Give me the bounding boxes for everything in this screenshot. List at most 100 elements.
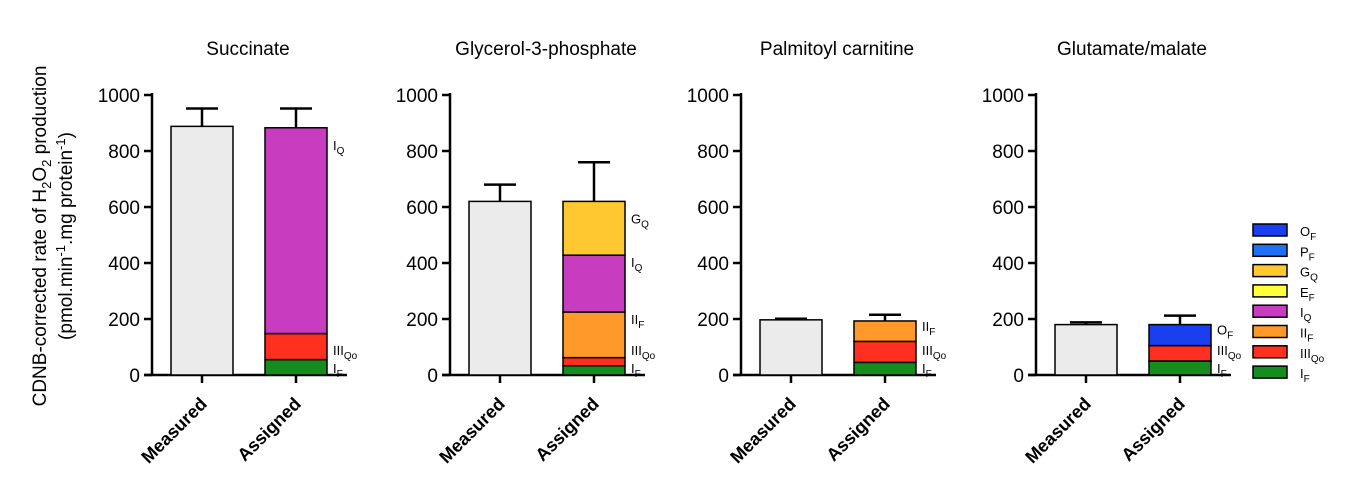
bar-segment-gq — [562, 200, 626, 256]
panel-palmitoyl-carnitine: Palmitoyl carnitine02004006008001000IFII… — [687, 39, 947, 467]
bar-segment-iq — [264, 127, 328, 335]
x-tick-label-assigned: Assigned — [233, 394, 304, 465]
bar-segment-of — [1148, 323, 1212, 347]
segment-label: OF — [1217, 323, 1233, 342]
panel-title: Succinate — [206, 39, 289, 60]
x-tick-label-assigned: Assigned — [531, 394, 602, 465]
y-axis-label-line2: (pmol.min-1.mg protein-1) — [53, 132, 77, 340]
x-tick-label-measured: Measured — [1021, 394, 1095, 468]
segment-label: IIIQo — [333, 343, 358, 362]
bar-segment-if — [853, 361, 917, 376]
y-tick-label: 800 — [697, 142, 729, 163]
segment-label: IQ — [631, 255, 643, 274]
legend-label: IF — [1300, 366, 1310, 385]
legend-label: EF — [1300, 285, 1315, 304]
y-tick-label: 200 — [992, 310, 1024, 331]
panel-glutamate-malate: Glutamate/malate 0 200 400 600 800 1000 IFIIIQo… — [982, 39, 1242, 467]
segment-label: IIF — [631, 312, 644, 331]
y-tick-label: 1000 — [396, 86, 438, 107]
y-tick-label: 0 — [427, 366, 438, 387]
bar-segment-if — [1148, 360, 1212, 376]
y-tick-label: 400 — [992, 254, 1024, 275]
legend-item-pf: PF — [1252, 243, 1315, 263]
panel-title: Glutamate/malate — [1057, 39, 1207, 60]
legend-swatch — [1252, 263, 1288, 278]
bar-measured — [759, 319, 823, 376]
legend-item-iif: IIF — [1252, 324, 1313, 345]
y-tick-label: 600 — [108, 198, 140, 219]
legend-swatch — [1252, 304, 1288, 318]
panel-title: Glycerol-3-phosphate — [455, 39, 637, 60]
y-tick-label: 400 — [406, 254, 438, 275]
y-tick-label: 0 — [129, 366, 140, 387]
y-tick-label: 600 — [697, 198, 729, 219]
y-tick-label: 200 — [108, 310, 140, 331]
y-tick-label: 200 — [406, 310, 438, 331]
legend-swatch — [1252, 345, 1288, 359]
x-tick-label-measured: Measured — [726, 394, 800, 468]
panel-glycerol-3-phosphate: Glycerol-3-phosphate02004006008001000IFI… — [396, 39, 656, 467]
segment-label: IF — [631, 361, 641, 380]
segment-label: IF — [1217, 361, 1227, 380]
y-tick-label: 800 — [108, 142, 140, 163]
bar-measured — [170, 125, 234, 376]
bar-segment-iif — [562, 311, 626, 359]
y-tick-label: 1000 — [687, 86, 729, 107]
segment-label: IIF — [922, 319, 935, 338]
segment-label: IQ — [333, 138, 345, 157]
y-tick-label: 800 — [406, 142, 438, 163]
legend-label: IIF — [1300, 326, 1313, 345]
legend-item-gq: GQ — [1252, 263, 1318, 284]
bar-segment-if — [264, 358, 328, 376]
bar-segment-iq — [562, 254, 626, 313]
y-tick-label: 400 — [697, 254, 729, 275]
y-tick-label: 0 — [718, 366, 729, 387]
bar-segment-iiiqo — [562, 356, 626, 367]
legend-swatch — [1252, 324, 1288, 339]
panel-title: Palmitoyl carnitine — [760, 39, 914, 60]
y-tick-label: 0 — [1013, 366, 1024, 387]
legend-item-ef: EF — [1252, 284, 1315, 304]
legend-item-if: IF — [1252, 365, 1310, 385]
bar-segment-iiiqo — [264, 332, 328, 361]
y-axis-label: CDNB-corrected rate of H2O2 production (… — [30, 66, 77, 407]
bar-segment-if — [562, 365, 626, 376]
x-tick-label-measured: Measured — [435, 394, 509, 468]
y-axis-label-line1: CDNB-corrected rate of H2O2 production — [30, 66, 54, 407]
segment-label: IF — [333, 361, 343, 380]
legend-swatch — [1252, 284, 1288, 298]
segment-label: IF — [922, 361, 932, 380]
bar-segment-iiiqo — [853, 340, 917, 364]
y-tick-label: 1000 — [982, 86, 1024, 107]
segment-label: IIIQo — [631, 343, 656, 362]
legend-label: IQ — [1300, 305, 1312, 324]
bar-measured — [1054, 323, 1118, 376]
y-tick-label: 800 — [992, 142, 1024, 163]
legend-swatch — [1252, 243, 1288, 258]
x-tick-label-measured: Measured — [137, 394, 211, 468]
y-tick-label: 1000 — [98, 86, 140, 107]
y-tick-label: 400 — [108, 254, 140, 275]
y-tick-label: 600 — [406, 198, 438, 219]
bar-measured — [468, 200, 532, 376]
segment-label: IIIQo — [922, 343, 947, 362]
y-tick-label: 600 — [992, 198, 1024, 219]
bar-segment-iif — [853, 320, 917, 343]
bar-segment-iiiqo — [1148, 344, 1212, 362]
legend-item-iq: IQ — [1252, 304, 1312, 324]
legend-label: GQ — [1300, 265, 1318, 284]
segment-label: GQ — [631, 211, 649, 230]
legend-item-iiiqo: IIIQo — [1252, 345, 1325, 365]
legend-swatch — [1252, 223, 1288, 237]
x-tick-label-assigned: Assigned — [1117, 394, 1188, 465]
legend-swatch — [1252, 365, 1288, 379]
legend-label: OF — [1300, 224, 1316, 243]
legend-label: IIIQo — [1300, 346, 1325, 365]
x-tick-label-assigned: Assigned — [822, 394, 893, 465]
segment-label: IIIQo — [1217, 343, 1242, 362]
legend-label: PF — [1300, 244, 1315, 263]
legend-item-of: OF — [1252, 223, 1316, 243]
